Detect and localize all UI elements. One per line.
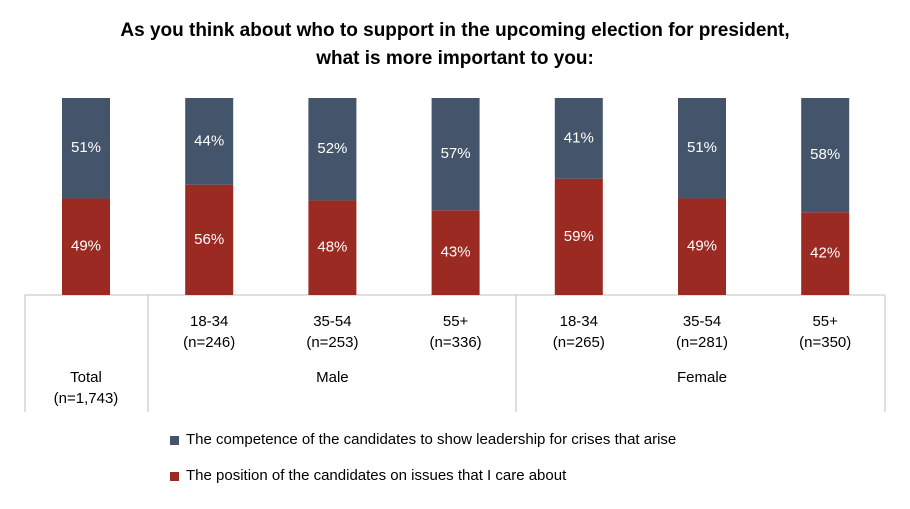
group-label: Female (677, 369, 727, 386)
value-label: 48% (317, 239, 347, 256)
bar-segment (431, 98, 480, 211)
value-label: 44% (194, 132, 224, 149)
value-label: 51% (687, 139, 717, 156)
bar-segment (801, 212, 850, 295)
bar-segment (62, 98, 110, 199)
legend-label: The competence of the candidates to show… (186, 431, 676, 448)
x-tick-label: (n=265) (553, 334, 605, 351)
value-label: 49% (71, 238, 101, 255)
bar-segment (431, 210, 480, 295)
x-tick-label: (n=336) (430, 334, 482, 351)
x-tick-label: Total (70, 369, 102, 386)
x-tick-label: 35-54 (313, 313, 351, 330)
bar-segment (185, 98, 234, 185)
bar-segment (185, 184, 234, 295)
bar-segment (678, 198, 726, 295)
x-tick-label: (n=253) (306, 334, 358, 351)
group-label: Male (316, 369, 349, 386)
bar-segment (308, 98, 357, 201)
value-label: 49% (687, 238, 717, 255)
bar-segment (554, 178, 603, 295)
x-tick-label: (n=246) (183, 334, 235, 351)
x-tick-label: 55+ (443, 313, 469, 330)
value-label: 58% (810, 146, 840, 163)
chart-title: what is more important to you: (315, 48, 594, 69)
value-label: 41% (564, 129, 594, 146)
value-label: 56% (194, 231, 224, 248)
legend-marker (170, 472, 179, 481)
x-tick-label: (n=281) (676, 334, 728, 351)
value-label: 52% (317, 140, 347, 157)
bar-segment (678, 98, 726, 199)
value-label: 42% (810, 245, 840, 262)
bar-segment (308, 200, 357, 295)
legend-label: The position of the candidates on issues… (186, 467, 567, 484)
x-tick-label: 55+ (812, 313, 838, 330)
value-label: 43% (441, 244, 471, 261)
value-label: 59% (564, 228, 594, 245)
bar-segment (554, 98, 603, 179)
legend-marker (170, 436, 179, 445)
value-label: 57% (441, 145, 471, 162)
x-tick-label: 18-34 (190, 313, 228, 330)
chart-title: As you think about who to support in the… (120, 20, 789, 41)
bar-segment (62, 198, 110, 295)
x-tick-label: 35-54 (683, 313, 721, 330)
value-label: 51% (71, 139, 101, 156)
x-tick-label: (n=1,743) (54, 390, 119, 407)
x-tick-label: (n=350) (799, 334, 851, 351)
bar-segment (801, 98, 850, 213)
x-tick-label: 18-34 (560, 313, 598, 330)
